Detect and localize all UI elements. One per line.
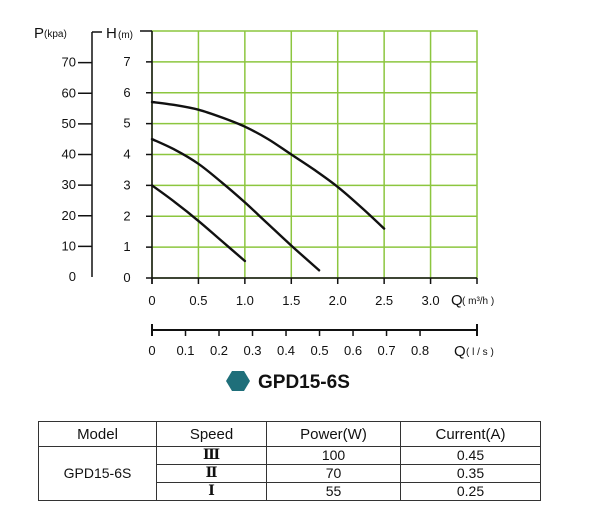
performance-curve-3 — [150, 184, 247, 263]
header-speed: Speed — [156, 421, 267, 447]
x-tick-label: 0 — [148, 293, 155, 308]
chart-series — [150, 100, 386, 272]
x2-tick-label: 0.5 — [310, 343, 328, 358]
y2-axis-unit: (kpa) — [44, 29, 67, 40]
chart-grid — [151, 30, 478, 279]
spec-table: Model Speed Power(W) Current(A) GPD15-6S… — [38, 421, 541, 501]
table-row: GPD15-6S Ⅲ 100 0.45 — [38, 446, 541, 501]
hexagon-icon — [226, 371, 250, 391]
speed-cell: Ⅰ — [156, 482, 267, 501]
current-cell: 0.35 — [400, 464, 541, 483]
y2-tick-label: 40 — [62, 147, 76, 162]
y2-tick-label: 50 — [62, 116, 76, 131]
power-cell: 55 — [266, 482, 401, 501]
performance-curve-2 — [150, 137, 321, 272]
y2-tick-label: 60 — [62, 85, 76, 100]
x2-axis-unit: ( l / s ) — [466, 347, 494, 358]
speed-cell: Ⅲ — [156, 446, 267, 465]
x2-tick-label: 0.6 — [344, 343, 362, 358]
power-cell: 100 — [266, 446, 401, 465]
performance-curve-1 — [150, 100, 386, 230]
y-tick-label: 0 — [123, 270, 130, 285]
current-cell: 0.45 — [400, 446, 541, 465]
y-tick-label: 6 — [123, 85, 130, 100]
header-model: Model — [38, 421, 157, 447]
x2-tick-label: 0.4 — [277, 343, 295, 358]
header-power: Power(W) — [266, 421, 401, 447]
y2-tick-label: 20 — [62, 208, 76, 223]
model-cell: GPD15-6S — [38, 446, 157, 501]
chart-labels: P (kpa) H (m) Q ( m³/h ) Q ( l / s ) GPD… — [34, 25, 494, 393]
y-tick-label: 1 — [123, 239, 130, 254]
y2-tick-label: 0 — [69, 269, 76, 284]
x-tick-label: 1.5 — [282, 293, 300, 308]
x-tick-label: 1.0 — [236, 293, 254, 308]
y-tick-label: 4 — [123, 147, 130, 162]
header-current: Current(A) — [400, 421, 541, 447]
x-tick-label: 3.0 — [422, 293, 440, 308]
x-tick-label: 0.5 — [189, 293, 207, 308]
x2-tick-label: 0.7 — [377, 343, 395, 358]
spec-table-header-row: Model Speed Power(W) Current(A) — [38, 421, 541, 447]
y2-tick-label: 30 — [62, 177, 76, 192]
x2-tick-label: 0.1 — [176, 343, 194, 358]
y2-tick-label: 10 — [62, 238, 76, 253]
current-cell: 0.25 — [400, 482, 541, 501]
y2-axis-label: P — [34, 25, 44, 42]
power-cell: 70 — [266, 464, 401, 483]
x2-axis-label: Q — [454, 343, 466, 360]
x2-tick-label: 0 — [148, 343, 155, 358]
x-tick-label: 2.0 — [329, 293, 347, 308]
speed-cell: Ⅱ — [156, 464, 267, 483]
x2-tick-label: 0.3 — [243, 343, 261, 358]
y-tick-label: 3 — [123, 177, 130, 192]
y2-tick-label: 70 — [62, 55, 76, 70]
x2-tick-label: 0.2 — [210, 343, 228, 358]
table-row: Ⅱ 70 0.35 — [39, 464, 541, 483]
chart-title: GPD15-6S — [258, 372, 350, 393]
table-row: Ⅰ 55 0.25 — [39, 482, 541, 501]
x-axis-label: Q — [451, 292, 463, 309]
x2-tick-label: 0.8 — [411, 343, 429, 358]
y-tick-label: 2 — [123, 208, 130, 223]
y-tick-label: 5 — [123, 116, 130, 131]
y-tick-label: 7 — [123, 54, 130, 69]
y-axis-label: H — [106, 25, 117, 42]
x-axis-unit: ( m³/h ) — [462, 296, 494, 307]
x-tick-label: 2.5 — [375, 293, 393, 308]
y-axis-unit: (m) — [118, 30, 133, 41]
